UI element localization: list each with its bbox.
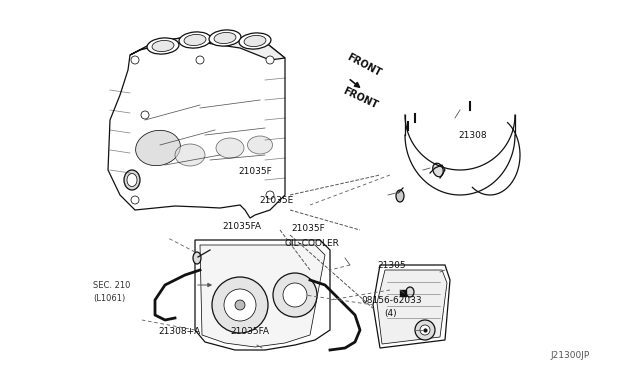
Ellipse shape: [193, 252, 201, 264]
Text: OIL-COOLER: OIL-COOLER: [285, 239, 340, 248]
Circle shape: [235, 300, 245, 310]
Text: 21308+A: 21308+A: [159, 327, 201, 336]
Circle shape: [266, 191, 274, 199]
Circle shape: [273, 273, 317, 317]
Ellipse shape: [216, 138, 244, 158]
Text: 21035F: 21035F: [238, 167, 272, 176]
Ellipse shape: [124, 170, 140, 190]
Polygon shape: [377, 270, 447, 344]
Circle shape: [141, 111, 149, 119]
Circle shape: [196, 56, 204, 64]
Ellipse shape: [127, 173, 137, 186]
Text: J21300JP: J21300JP: [550, 351, 589, 360]
Ellipse shape: [433, 163, 444, 177]
Ellipse shape: [184, 35, 206, 45]
Polygon shape: [200, 245, 325, 347]
Circle shape: [266, 56, 274, 64]
Ellipse shape: [244, 35, 266, 46]
Circle shape: [131, 56, 139, 64]
Text: (4): (4): [384, 309, 397, 318]
Text: FRONT: FRONT: [345, 52, 383, 78]
Polygon shape: [130, 35, 285, 60]
Text: FRONT: FRONT: [341, 86, 379, 111]
Ellipse shape: [209, 30, 241, 46]
Ellipse shape: [175, 144, 205, 166]
Ellipse shape: [179, 32, 211, 48]
Text: (L1061): (L1061): [93, 294, 125, 303]
Ellipse shape: [396, 190, 404, 202]
Text: 21035FA: 21035FA: [223, 222, 262, 231]
Circle shape: [283, 283, 307, 307]
Ellipse shape: [248, 136, 273, 154]
Text: 08156-62033: 08156-62033: [362, 296, 422, 305]
Circle shape: [224, 289, 256, 321]
Text: 21035FA: 21035FA: [230, 327, 269, 336]
Polygon shape: [195, 240, 330, 350]
Circle shape: [415, 320, 435, 340]
Text: 21035F: 21035F: [291, 224, 325, 233]
Ellipse shape: [136, 130, 180, 166]
Ellipse shape: [239, 33, 271, 49]
Ellipse shape: [406, 287, 414, 297]
Polygon shape: [108, 35, 285, 218]
Text: 21308: 21308: [458, 131, 487, 140]
Polygon shape: [373, 265, 450, 348]
Text: 21305: 21305: [378, 262, 406, 270]
Text: 21035E: 21035E: [259, 196, 294, 205]
Ellipse shape: [152, 41, 174, 52]
Circle shape: [131, 196, 139, 204]
Ellipse shape: [147, 38, 179, 54]
Ellipse shape: [214, 32, 236, 44]
Circle shape: [420, 325, 430, 335]
Circle shape: [212, 277, 268, 333]
Text: SEC. 210: SEC. 210: [93, 281, 130, 290]
